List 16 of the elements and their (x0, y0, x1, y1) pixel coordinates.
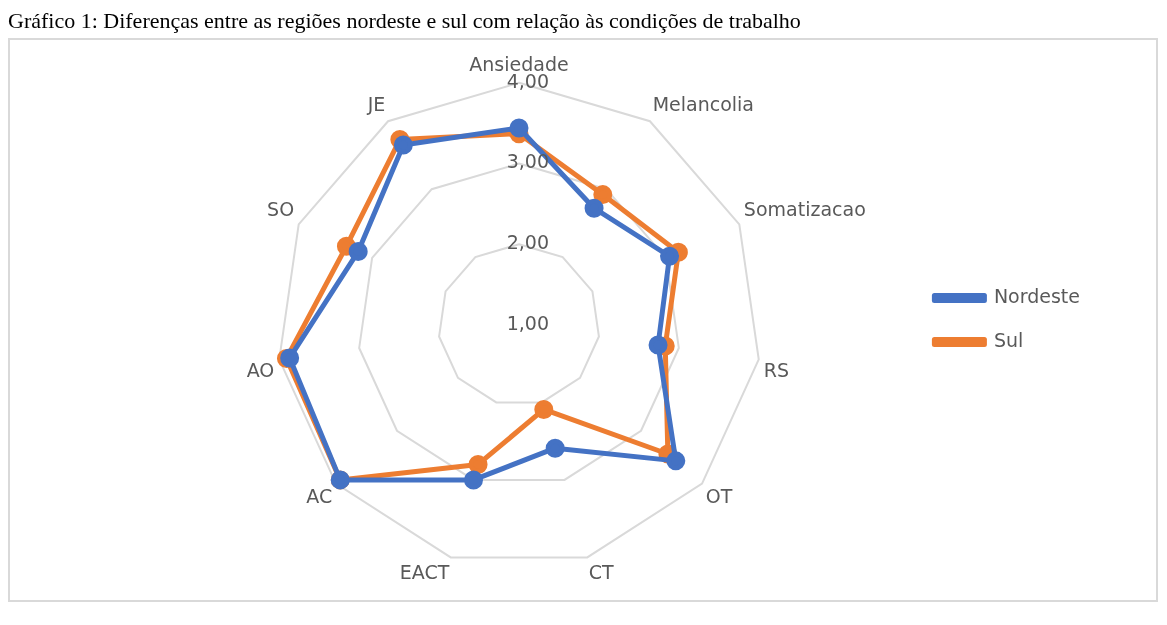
spoke-label: Somatizacao (743, 197, 866, 220)
y-tick-label: 3,00 (506, 150, 549, 173)
spoke-label: CT (588, 560, 614, 583)
y-tick-label: 1,00 (506, 311, 549, 334)
chart-title: Gráfico 1: Diferenças entre as regiões nordeste e sul com relação às condições de trabalho (8, 8, 802, 34)
spoke-label: EACT (399, 560, 450, 583)
spoke-label: Melancolia (652, 92, 754, 115)
legend-label: Nordeste (993, 284, 1081, 307)
y-tick-label: 2,00 (506, 231, 549, 254)
spoke-label: RS (763, 358, 789, 381)
spoke-label: JE (366, 92, 386, 115)
legend-label: Sul (993, 328, 1024, 351)
spoke-label: AC (306, 485, 333, 508)
spoke-label: AO (246, 358, 275, 381)
spoke-label: OT (705, 485, 733, 508)
spoke-label: SO (267, 197, 295, 220)
